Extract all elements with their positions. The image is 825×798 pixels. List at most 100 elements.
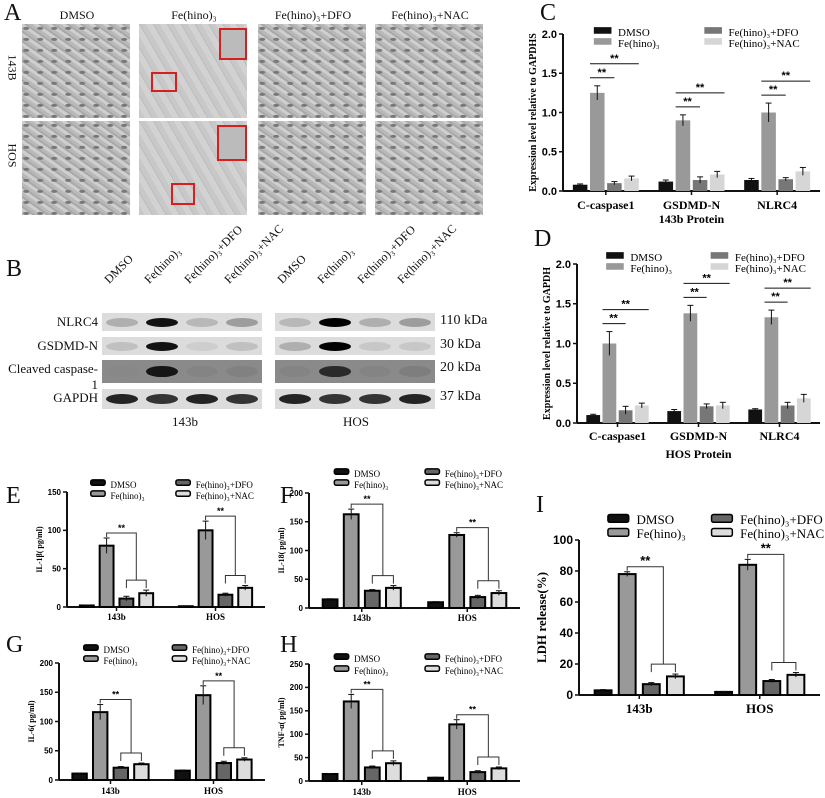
protein-band xyxy=(319,317,351,327)
bar xyxy=(618,410,633,423)
y-tick-label: 100 xyxy=(40,717,54,726)
category-label: 143b xyxy=(352,613,371,623)
protein-band xyxy=(106,341,138,351)
panel-label-h: H xyxy=(280,632,298,658)
bar xyxy=(738,563,758,696)
y-tick-label: 150 xyxy=(290,518,304,527)
significance-marker: ** xyxy=(781,70,790,82)
protein-band xyxy=(359,394,391,404)
bar xyxy=(761,112,776,191)
y-tick-label: 0 xyxy=(299,604,304,613)
legend-swatch xyxy=(710,513,734,523)
bar xyxy=(174,769,191,781)
legend-swatch xyxy=(424,665,441,673)
legend-swatch xyxy=(90,490,106,498)
bar xyxy=(715,405,730,423)
bar xyxy=(572,184,588,191)
protein-band xyxy=(319,365,351,378)
protein-band xyxy=(106,317,138,327)
legend-label: Fe(hino)₃+DFO xyxy=(740,512,823,527)
x-axis-label: HOS Protein xyxy=(665,447,731,461)
protein-band xyxy=(146,365,178,378)
legend-label: DMSO xyxy=(637,512,675,527)
bar xyxy=(658,181,674,191)
blot-row-label: Cleaved caspase-1 xyxy=(8,361,98,392)
bar xyxy=(321,598,339,609)
micro-col-dmso: DMSO xyxy=(59,8,95,22)
micro-row-143b: 143B xyxy=(5,54,20,81)
bar xyxy=(215,762,233,782)
protein-band xyxy=(399,317,431,327)
bar xyxy=(762,680,782,697)
legend-swatch xyxy=(606,263,624,270)
bar xyxy=(634,405,649,423)
molecular-weight-label: 37 kDa xyxy=(440,389,481,404)
legend-swatch xyxy=(593,27,612,34)
legend-swatch xyxy=(424,479,441,487)
lane-header: DMSO xyxy=(274,251,309,287)
legend-swatch xyxy=(606,252,624,259)
bar xyxy=(217,593,234,608)
significance-marker: ** xyxy=(696,82,705,94)
significance-marker: ** xyxy=(771,291,780,303)
bar xyxy=(683,313,698,423)
legend-swatch xyxy=(175,479,192,487)
significance-bracket xyxy=(626,566,676,673)
protein-band xyxy=(186,317,218,327)
y-tick-label: 100 xyxy=(290,546,304,555)
bar xyxy=(667,411,682,423)
legend-swatch xyxy=(175,490,192,498)
significance-bracket xyxy=(747,553,797,671)
significance-marker: ** xyxy=(217,506,225,516)
bar xyxy=(448,533,466,609)
protein-band xyxy=(186,365,218,378)
legend-label: Fe(hino)₃+DFO xyxy=(196,480,254,490)
y-tick-label: 150 xyxy=(290,707,304,716)
bar xyxy=(237,586,254,609)
legend-swatch xyxy=(82,644,99,651)
protein-band xyxy=(226,317,258,327)
legend-swatch xyxy=(82,655,99,663)
legend-swatch xyxy=(424,468,441,476)
y-tick-label: 100 xyxy=(48,526,62,535)
x-axis-label: 143b Protein xyxy=(659,212,725,226)
legend-label: DMSO xyxy=(354,654,381,664)
significance-bracket xyxy=(456,714,500,765)
bar xyxy=(91,711,109,781)
blot-row-label: GAPDH xyxy=(53,390,98,405)
protein-band xyxy=(399,365,431,378)
blot-row-label: NLRC4 xyxy=(56,314,98,329)
bar xyxy=(385,586,402,609)
y-tick-label: 40 xyxy=(560,626,574,640)
legend-swatch xyxy=(424,653,441,661)
blot-strip xyxy=(102,337,262,355)
bar xyxy=(98,544,115,608)
micro-col-fe: Fe(hino)₃ xyxy=(171,8,217,22)
legend-swatch xyxy=(333,479,350,487)
cell-line-label: 143b xyxy=(172,414,198,429)
protein-band xyxy=(146,341,178,351)
significance-marker: ** xyxy=(690,286,699,298)
y-axis-label: TNF-α( pg/ml) xyxy=(277,697,286,747)
category-label: HOS xyxy=(204,786,223,796)
blot-strip xyxy=(275,389,435,409)
micro-col-nac: Fe(hino)₃+NAC xyxy=(391,8,469,22)
legend-label: DMSO xyxy=(630,252,662,264)
category-label: HOS xyxy=(746,701,773,716)
bar xyxy=(194,694,212,781)
molecular-weight-label: 110 kDa xyxy=(440,313,488,328)
bar xyxy=(602,343,617,423)
bar xyxy=(427,601,444,609)
panel-label-f: F xyxy=(280,483,294,509)
category-label: HOS xyxy=(458,613,477,623)
protein-band xyxy=(226,394,258,404)
panel-label-a: A xyxy=(4,0,22,26)
molecular-weight-label: 30 kDa xyxy=(440,337,481,352)
significance-marker: ** xyxy=(598,67,607,79)
category-label: C-caspase1 xyxy=(577,198,634,212)
protein-band xyxy=(399,394,431,404)
legend-label: Fe(hino)₃+NAC xyxy=(729,38,800,50)
category-label: C-caspase1 xyxy=(589,429,646,443)
